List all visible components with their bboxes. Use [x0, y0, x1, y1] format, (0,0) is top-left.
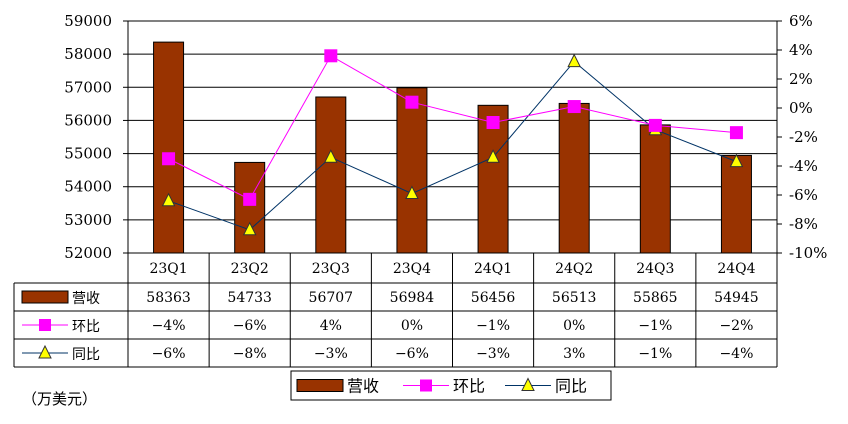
right-tick-label: -6%: [789, 186, 818, 204]
legend-label: 环比: [453, 377, 485, 396]
qoq-key-marker: [39, 319, 51, 331]
table-cell: 58363: [146, 290, 191, 306]
yoy-point: [567, 53, 581, 68]
category-label: 23Q1: [149, 261, 187, 277]
left-tick-label: 59000: [64, 12, 112, 30]
table-cell: 56513: [552, 290, 597, 306]
category-label: 24Q3: [636, 261, 674, 277]
left-axis: 52000 53000 54000 55000 56000 57000 58000 59000: [64, 12, 128, 262]
table-cell: 54733: [227, 290, 272, 306]
table-cell: 54945: [714, 290, 759, 306]
right-tick-label: 6%: [789, 12, 813, 30]
table-cell: −1%: [638, 346, 672, 362]
legend-revenue-swatch: [296, 379, 344, 392]
table-cell: −4%: [152, 318, 186, 334]
table-cell: 56984: [390, 290, 435, 306]
category-label: 23Q2: [231, 261, 269, 277]
category-label: 24Q4: [717, 261, 755, 277]
plot-frame: [127, 20, 778, 254]
gridlines: [128, 20, 777, 221]
growth-lines: [161, 49, 744, 236]
left-tick-label: 57000: [64, 78, 112, 96]
right-tick-label: 0%: [789, 99, 813, 117]
qoq-point: [648, 118, 662, 132]
right-tick-label: 2%: [789, 70, 813, 88]
legend-qoq-marker: [420, 379, 432, 392]
qoq-point: [405, 95, 419, 109]
yoy-point: [486, 149, 500, 163]
yoy-line: [168, 60, 737, 231]
plot-border: [127, 20, 778, 254]
table-cell: 55865: [633, 290, 678, 306]
yoy-point: [405, 185, 419, 200]
revenue-bar: [234, 161, 266, 254]
qoq-row-key: 环比: [72, 319, 100, 335]
left-tick-label: 56000: [64, 111, 112, 129]
table-cell: 4%: [320, 318, 342, 334]
revenue-key-swatch: [21, 290, 69, 304]
category-label: 23Q4: [393, 261, 431, 277]
qoq-point: [567, 100, 581, 114]
table-cell: −8%: [233, 346, 267, 362]
legend-box: [290, 370, 612, 401]
qoq-point: [324, 49, 338, 63]
category-label: 24Q2: [555, 261, 593, 277]
legend-yoy-marker: [521, 377, 535, 391]
right-axis: -10% -8% -6% -4% -2% 0% 2% 4% 6%: [777, 12, 827, 262]
category-label: 24Q1: [474, 261, 512, 277]
revenue-bar: [558, 102, 590, 254]
legend-label: 营收: [347, 377, 379, 396]
qoq-point: [162, 152, 176, 166]
legend: 营收 环比 同比: [290, 370, 612, 401]
table-cell: 56456: [471, 290, 516, 306]
yoy-point: [324, 149, 338, 163]
data-table: 23Q1 23Q2 23Q3 23Q4 24Q1 24Q2 24Q3 24Q4 营收 58363 5…: [13, 252, 778, 368]
table-cell: −6%: [233, 318, 267, 334]
qoq-point: [486, 116, 500, 129]
table-cell: −3%: [476, 346, 510, 362]
revenue-bar: [315, 96, 347, 254]
revenue-bar: [153, 41, 185, 254]
table-cell: −1%: [476, 318, 510, 334]
left-tick-label: 58000: [64, 45, 112, 63]
table-cell: 56707: [309, 290, 354, 306]
table-cell: −1%: [638, 318, 672, 334]
table-cell: −6%: [152, 346, 186, 362]
right-tick-label: -2%: [789, 128, 818, 146]
right-tick-label: -10%: [789, 244, 827, 262]
revenue-bar: [639, 124, 671, 254]
revenue-bar: [720, 154, 752, 254]
qoq-point: [729, 126, 743, 140]
table-cell: 0%: [401, 318, 423, 334]
right-tick-label: 4%: [789, 41, 813, 59]
left-tick-label: 52000: [64, 244, 112, 262]
legend-label: 同比: [555, 377, 587, 396]
qoq-point: [243, 192, 257, 206]
yoy-point: [161, 192, 176, 207]
table-cell: −4%: [719, 346, 753, 362]
qoq-line: [168, 55, 737, 201]
revenue-row-key: 营收: [72, 291, 100, 307]
yoy-point: [729, 153, 744, 168]
table-cell: −2%: [719, 318, 753, 334]
left-tick-label: 53000: [64, 211, 112, 229]
revenue-bars: [153, 41, 752, 254]
left-tick-label: 55000: [64, 145, 112, 163]
yoy-key-marker: [38, 344, 52, 359]
unit-label: （万美元）: [22, 390, 97, 408]
left-tick-label: 54000: [64, 178, 112, 196]
revenue-bar: [396, 87, 428, 254]
table-cell: −6%: [395, 346, 429, 362]
right-tick-label: -8%: [789, 215, 818, 233]
table-cell: −3%: [314, 346, 348, 362]
yoy-point: [242, 221, 257, 236]
right-tick-label: -4%: [789, 157, 818, 175]
category-label: 23Q3: [312, 261, 350, 277]
table-cell: 0%: [563, 318, 585, 334]
table-cell: 3%: [563, 346, 585, 362]
yoy-row-key: 同比: [72, 347, 100, 363]
